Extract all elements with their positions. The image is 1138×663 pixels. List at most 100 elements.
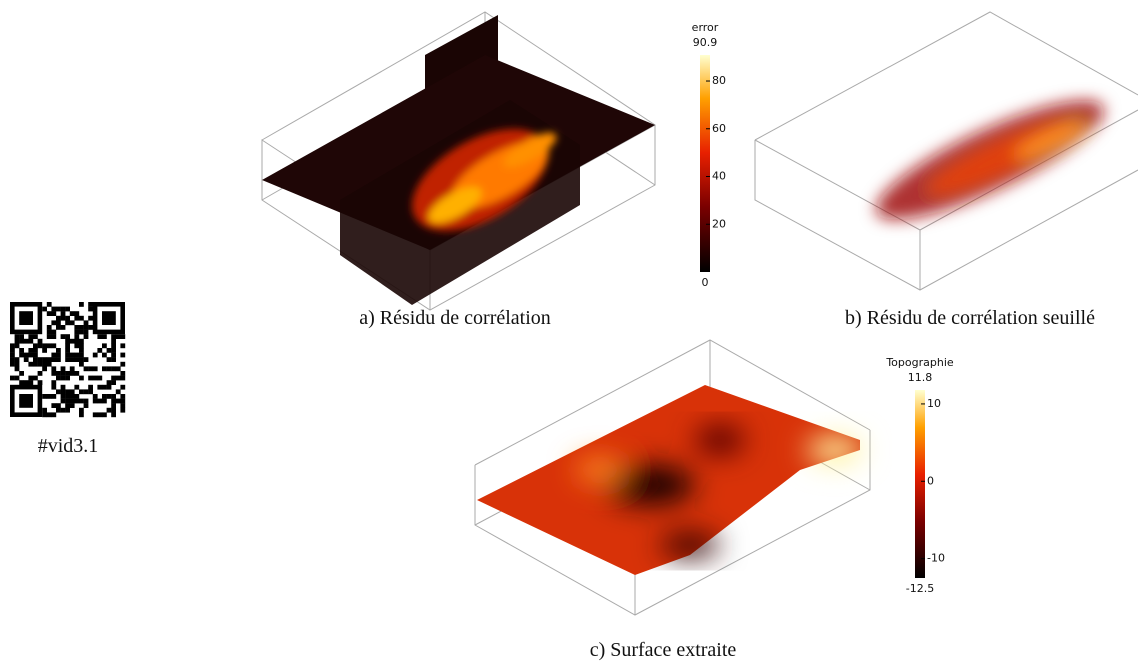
qr-module	[74, 352, 80, 358]
qr-module	[51, 334, 57, 339]
qr-module	[65, 389, 70, 395]
qr-module	[83, 334, 89, 339]
qr-module	[51, 306, 57, 312]
qr-module	[14, 334, 20, 339]
qr-module	[56, 375, 61, 381]
qr-module	[42, 343, 47, 349]
colorbar-min: -12.5	[906, 582, 934, 595]
qr-module	[120, 375, 126, 381]
qr-caption: #vid3.1	[38, 435, 99, 457]
colorbar-title: error	[692, 21, 719, 34]
qr-module	[65, 352, 70, 358]
qr-module	[37, 380, 43, 385]
panel-caption: c) Surface extraite	[590, 639, 737, 661]
qr-module	[74, 325, 80, 330]
qr-module	[60, 375, 66, 381]
qr-module	[79, 398, 84, 404]
qr-module	[65, 334, 70, 339]
colorbar-tick-label: 20	[712, 217, 726, 230]
qr-module	[28, 338, 34, 344]
qr-module	[60, 306, 66, 312]
qr-module	[92, 366, 98, 372]
qr-module	[19, 334, 24, 339]
qr-module	[102, 366, 107, 372]
qr-module	[46, 412, 52, 418]
qr-module	[83, 389, 89, 395]
qr-module	[10, 357, 15, 362]
qr-module	[106, 348, 112, 353]
qr-finder	[19, 311, 33, 325]
qr-module	[46, 302, 52, 307]
panel-c-render	[474, 339, 871, 616]
qr-module	[60, 325, 66, 330]
qr-module	[111, 348, 116, 353]
qr-module	[19, 352, 24, 358]
qr-module	[88, 302, 93, 307]
qr-module	[37, 357, 43, 362]
qr-module	[60, 394, 66, 399]
qr-module	[79, 361, 84, 367]
qr-module	[83, 366, 89, 372]
qr-module	[65, 357, 70, 362]
qr-module	[28, 361, 34, 367]
qr-finder	[19, 394, 33, 408]
qr-module	[111, 407, 116, 413]
qr-module	[51, 343, 57, 349]
qr-module	[120, 398, 126, 404]
qr-module	[111, 375, 116, 381]
qr-module	[60, 315, 66, 321]
qr-module	[51, 371, 57, 376]
qr-module	[42, 366, 47, 372]
qr-module	[102, 398, 107, 404]
qr-module	[79, 389, 84, 395]
qr-module	[37, 343, 43, 349]
qr-module	[97, 398, 103, 404]
qr-module	[69, 352, 75, 358]
qr-module	[33, 375, 38, 381]
qr-module	[97, 348, 103, 353]
qr-module	[69, 403, 75, 408]
qr-module	[42, 394, 47, 399]
panel-caption: a) Résidu de corrélation	[359, 307, 551, 329]
qr-module	[33, 334, 38, 339]
qr-module	[120, 384, 126, 390]
qr-module	[74, 398, 80, 404]
qr-module	[102, 334, 107, 339]
qr-module	[60, 371, 66, 376]
qr-module	[79, 302, 84, 307]
qr-module	[46, 325, 52, 330]
qr-code[interactable]	[10, 302, 126, 418]
qr-module	[102, 352, 107, 358]
qr-module	[51, 352, 57, 358]
qr-module	[46, 361, 52, 367]
qr-module	[111, 398, 116, 404]
colorbar-tick-label: 80	[712, 74, 726, 87]
qr-module	[79, 315, 84, 321]
qr-module	[42, 407, 47, 413]
qr-module	[51, 357, 57, 362]
qr-module	[111, 357, 116, 362]
qr-module	[120, 394, 126, 399]
colorbar-tick-label: 60	[712, 122, 726, 135]
qr-module	[51, 380, 57, 385]
qr-module	[79, 375, 84, 381]
qr-module	[115, 334, 121, 339]
qr-module	[69, 371, 75, 376]
qr-module	[79, 407, 84, 413]
qr-module	[56, 403, 61, 408]
qr-module	[79, 325, 84, 330]
qr-module	[69, 394, 75, 399]
qr-module	[14, 375, 20, 381]
qr-module	[65, 320, 70, 326]
qr-module	[65, 343, 70, 349]
qr-module	[10, 375, 15, 381]
qr-module	[106, 394, 112, 399]
qr-module	[51, 412, 57, 418]
qr-module	[10, 361, 15, 367]
qr-module	[65, 371, 70, 376]
qr-module	[120, 407, 126, 413]
qr-module	[111, 334, 116, 339]
qr-module	[56, 407, 61, 413]
qr-module	[23, 380, 29, 385]
